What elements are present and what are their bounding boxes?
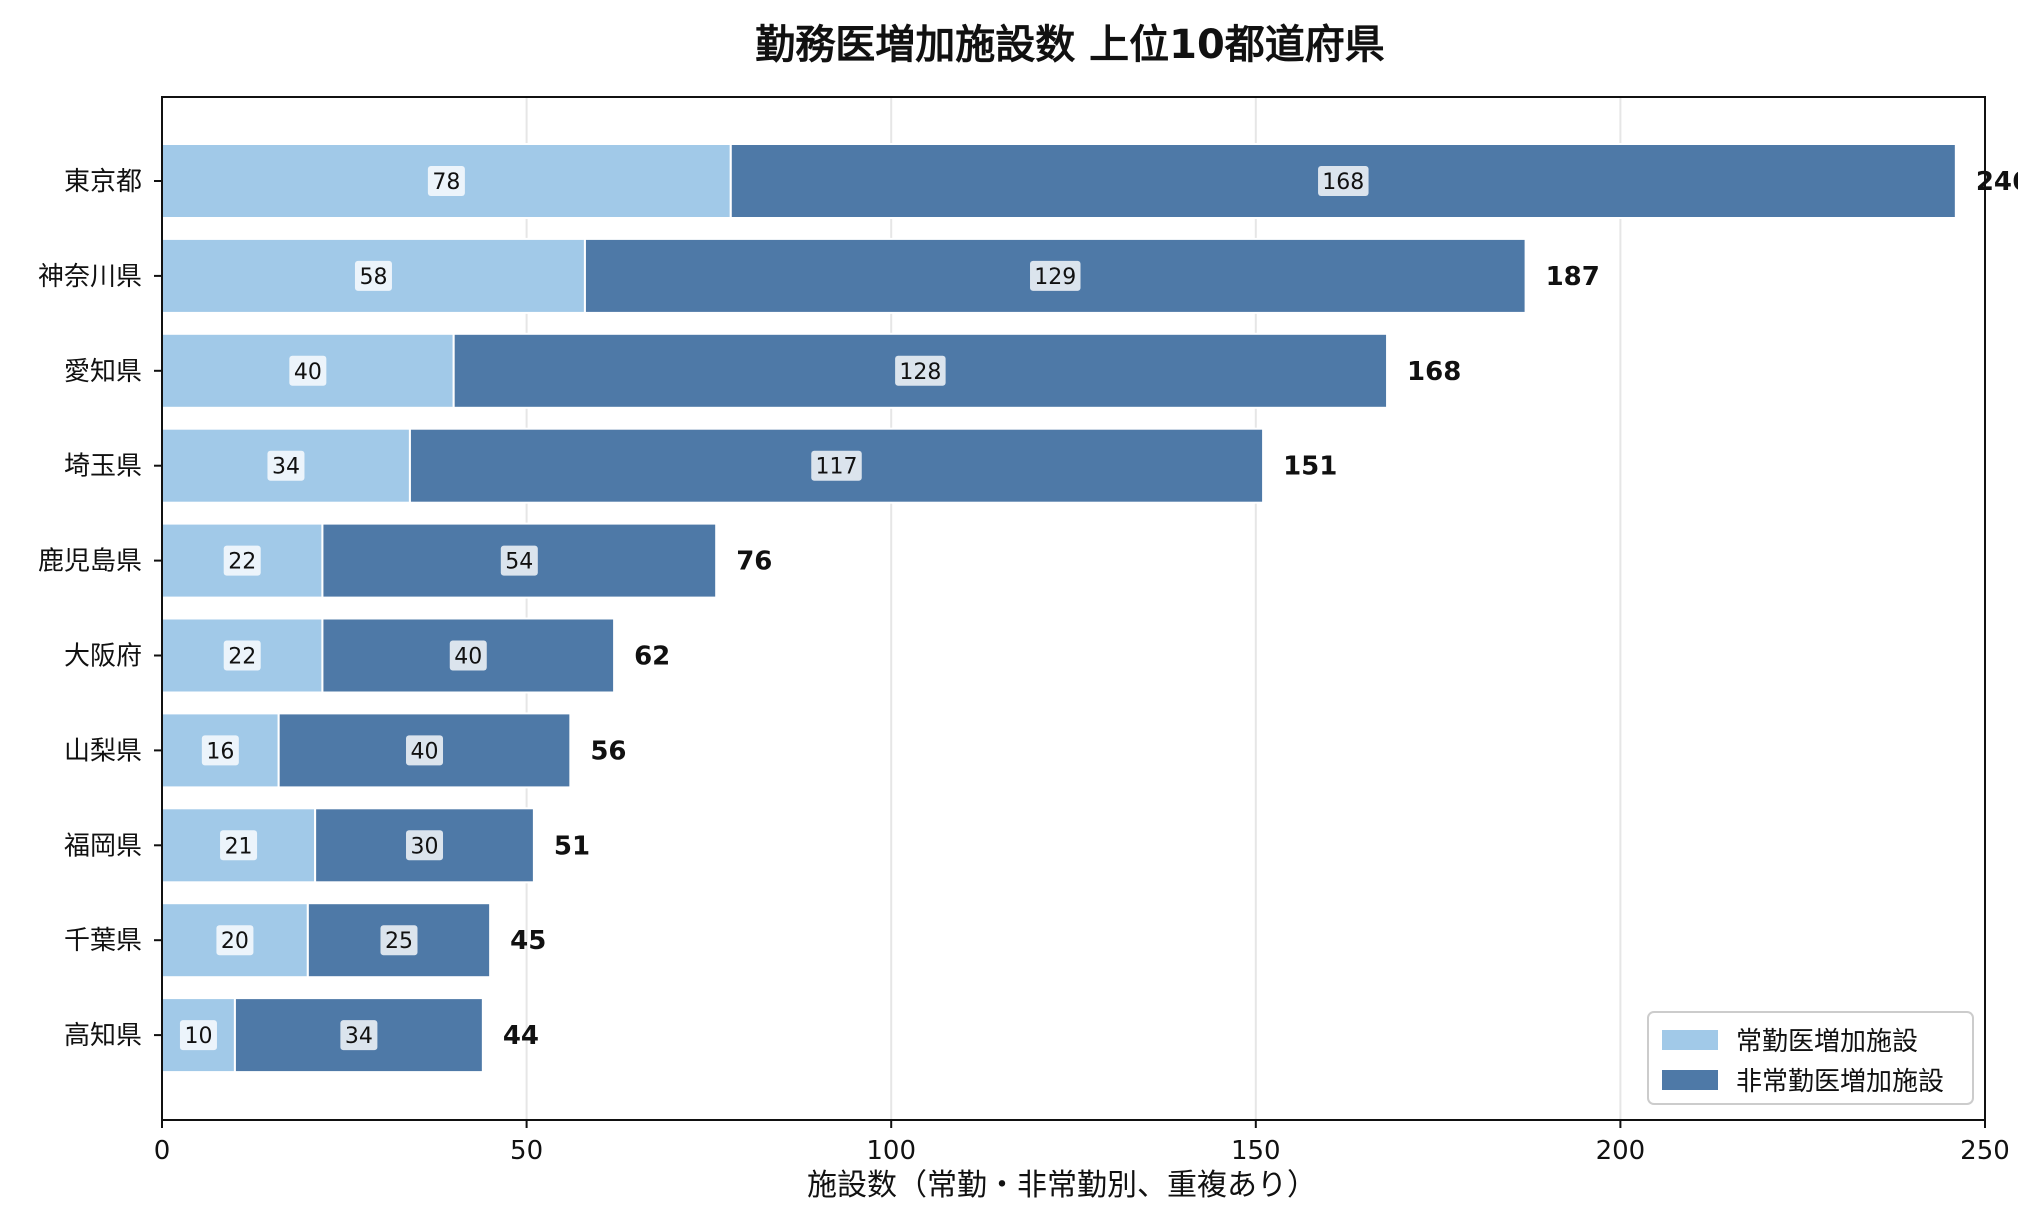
- segment-label-bg-0-1: [1318, 166, 1369, 196]
- segment-label-bg-8-0: [216, 925, 254, 956]
- segment-label-9-0: 10: [184, 1024, 212, 1049]
- segment-label-1-1: 129: [1034, 265, 1076, 290]
- x-tick-label-1: 50: [510, 1136, 543, 1166]
- y-tick-label-3: 埼玉県: [64, 452, 142, 482]
- x-tick-label-2: 100: [866, 1136, 916, 1166]
- x-tick-label-5: 250: [1960, 1136, 2010, 1166]
- segment-label-bg-6-1: [406, 735, 444, 766]
- y-tick-label-7: 福岡県: [64, 831, 142, 861]
- plot-frame: [161, 96, 1986, 1121]
- total-label-5: 62: [634, 642, 670, 672]
- legend-swatch-0: [1662, 1030, 1718, 1050]
- segment-label-bg-3-1: [811, 450, 862, 481]
- total-label-6: 56: [590, 736, 626, 766]
- segment-label-0-1: 168: [1322, 170, 1364, 195]
- segment-label-0-0: 78: [432, 170, 460, 195]
- segment-label-bg-5-1: [449, 640, 487, 671]
- legend-label-0: 常勤医増加施設: [1736, 1027, 1918, 1057]
- segment-label-bg-6-0: [201, 735, 239, 766]
- segment-label-bg-7-1: [406, 830, 444, 861]
- segment-label-6-1: 40: [411, 739, 439, 764]
- segment-label-8-1: 25: [385, 929, 413, 954]
- chart-title: 勤務医増加施設数 上位10都道府県: [755, 22, 1385, 68]
- legend-swatch-1: [1662, 1070, 1718, 1090]
- segment-label-3-1: 117: [816, 455, 858, 480]
- x-axis-label: 施設数（常勤・非常勤別、重複あり）: [807, 1168, 1317, 1203]
- y-tick-label-9: 高知県: [64, 1021, 142, 1051]
- y-tick-label-4: 鹿児島県: [38, 547, 142, 577]
- segment-label-2-1: 128: [899, 360, 941, 385]
- segment-label-4-0: 22: [228, 550, 256, 575]
- total-label-1: 187: [1546, 262, 1600, 292]
- segment-label-bg-9-0: [179, 1020, 217, 1051]
- total-label-0: 246: [1976, 167, 2018, 197]
- segment-label-9-1: 34: [345, 1024, 373, 1049]
- segment-label-bg-2-1: [895, 355, 946, 386]
- segment-label-3-0: 34: [272, 455, 300, 480]
- total-label-2: 168: [1407, 357, 1461, 387]
- segment-label-bg-2-0: [289, 355, 327, 386]
- legend-box: [1647, 1011, 1974, 1105]
- segment-label-8-0: 20: [221, 929, 249, 954]
- segment-label-bg-7-0: [220, 830, 258, 861]
- x-tick-label-3: 150: [1231, 1136, 1281, 1166]
- y-tick-label-1: 神奈川県: [38, 262, 142, 292]
- total-label-9: 44: [503, 1021, 539, 1051]
- segment-label-1-0: 58: [359, 265, 387, 290]
- total-label-4: 76: [736, 547, 772, 577]
- segment-label-bg-5-0: [223, 640, 261, 671]
- y-tick-label-2: 愛知県: [64, 357, 142, 387]
- y-tick-label-5: 大阪府: [64, 642, 142, 672]
- x-tick-label-4: 200: [1596, 1136, 1646, 1166]
- segment-label-6-0: 16: [206, 739, 234, 764]
- segment-label-2-0: 40: [294, 360, 322, 385]
- segment-label-bg-4-1: [500, 545, 538, 576]
- x-axis: 0 50 100 150 200 250: [154, 1120, 2010, 1166]
- segment-label-bg-8-1: [380, 925, 418, 956]
- total-label-7: 51: [554, 831, 590, 861]
- segment-label-bg-1-1: [1030, 260, 1081, 291]
- segment-label-bg-0-0: [427, 166, 465, 196]
- total-label-8: 45: [510, 926, 546, 956]
- legend-label-1: 非常勤医増加施設: [1736, 1067, 1944, 1097]
- total-label-3: 151: [1283, 452, 1337, 482]
- segment-label-bg-1-0: [354, 260, 392, 291]
- y-tick-label-6: 山梨県: [64, 736, 142, 766]
- x-tick-label-0: 0: [154, 1136, 171, 1166]
- segment-label-bg-3-0: [267, 450, 305, 481]
- segment-label-4-1: 54: [505, 550, 533, 575]
- y-tick-label-0: 東京都: [64, 167, 142, 197]
- segment-label-bg-9-1: [340, 1020, 378, 1051]
- segment-label-5-0: 22: [228, 645, 256, 670]
- y-tick-label-8: 千葉県: [64, 926, 142, 956]
- segment-label-bg-4-0: [223, 545, 261, 576]
- segment-label-7-1: 30: [411, 834, 439, 859]
- segment-label-7-0: 21: [225, 834, 253, 859]
- segment-label-5-1: 40: [454, 645, 482, 670]
- bars: 78 168 246 58 129 187 40 128 168 34 117 151 22 54 76 22…: [161, 143, 2018, 1074]
